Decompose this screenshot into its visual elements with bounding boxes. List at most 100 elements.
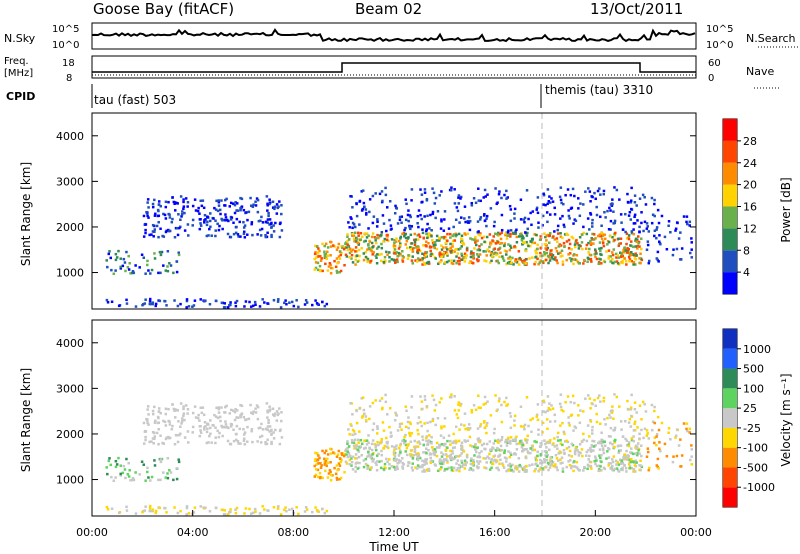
power-cell	[477, 230, 480, 233]
power-cell	[638, 230, 641, 233]
power-cell	[573, 245, 577, 249]
velocity-cell	[115, 463, 119, 466]
power-cell	[202, 206, 206, 210]
power-cell	[640, 237, 643, 240]
power-cell	[500, 231, 503, 235]
power-cell	[172, 271, 175, 275]
velocity-cell	[151, 509, 155, 513]
power-cell	[267, 214, 270, 218]
velocity-cell	[445, 455, 449, 458]
power-cell	[295, 299, 298, 302]
power-cell	[553, 230, 556, 233]
power-cell	[618, 251, 622, 255]
power-cell	[595, 257, 599, 261]
velocity-cell	[422, 443, 426, 447]
velocity-cell	[266, 416, 269, 419]
power-cell	[617, 244, 621, 247]
velocity-cell	[490, 466, 493, 470]
power-cell	[578, 235, 582, 239]
velocity-cell	[480, 450, 483, 453]
power-cell	[406, 257, 410, 260]
power-cell	[344, 241, 348, 244]
power-cell	[659, 242, 662, 246]
velocity-cell	[280, 419, 283, 423]
velocity-cell	[328, 469, 332, 472]
power-cell	[492, 235, 495, 238]
velocity-cell	[586, 424, 590, 427]
freq-trace	[92, 62, 696, 73]
velocity-cell	[383, 462, 387, 466]
velocity-cell	[473, 454, 476, 457]
velocity-cell	[632, 452, 635, 456]
velocity-cell	[458, 469, 461, 473]
power-cell	[353, 225, 357, 229]
velocity-cell	[600, 469, 603, 472]
velocity-cell	[627, 462, 631, 466]
power-cell	[454, 218, 458, 222]
velocity-cell	[125, 509, 129, 512]
power-cell	[280, 229, 284, 232]
power-cell	[250, 221, 254, 224]
power-cell	[341, 246, 344, 250]
velocity-cell	[200, 411, 204, 415]
power-cell	[153, 214, 157, 217]
power-cell	[456, 252, 460, 255]
power-cell	[506, 261, 510, 265]
velocity-cell	[593, 459, 596, 463]
power-cell	[366, 257, 370, 261]
power-cell	[351, 248, 355, 252]
power-cell	[587, 187, 590, 190]
power-cell	[344, 253, 348, 257]
velocity-cell	[209, 419, 212, 422]
velocity-cell	[440, 397, 443, 400]
velocity-cell	[592, 449, 595, 452]
velocity-cell	[432, 398, 436, 402]
power-cell	[408, 214, 412, 217]
velocity-cell	[671, 460, 675, 464]
velocity-cell	[244, 507, 248, 510]
freq-label: Freq.	[4, 56, 29, 67]
velocity-cell	[656, 415, 660, 419]
velocity-cell	[180, 422, 183, 425]
power-cell	[640, 247, 643, 251]
power-cell	[537, 226, 540, 229]
power-cell	[360, 246, 364, 250]
velocity-cell	[266, 509, 269, 512]
power-cell	[143, 302, 147, 305]
power-cell	[630, 186, 633, 190]
velocity-cell	[217, 411, 221, 414]
velocity-cell	[506, 438, 510, 441]
power-cell	[208, 302, 212, 306]
velocity-cell	[122, 464, 126, 468]
velocity-cell	[629, 451, 632, 454]
velocity-cell	[187, 512, 191, 515]
velocity-cell	[521, 467, 524, 470]
velocity-cell	[268, 409, 271, 413]
velocity-cell	[536, 464, 539, 468]
power-cell	[375, 225, 379, 228]
velocity-cell	[539, 442, 542, 445]
power-cell	[362, 240, 366, 243]
velocity-cell	[482, 442, 486, 446]
power-cell	[565, 240, 569, 243]
velocity-cell	[171, 403, 174, 406]
y-tick-label: 4000	[56, 337, 84, 350]
velocity-cell	[374, 448, 378, 452]
power-cell	[179, 218, 182, 222]
power-cell	[482, 214, 486, 217]
power-cell	[527, 244, 530, 248]
power-cell	[146, 214, 149, 218]
velocity-cell	[618, 405, 621, 408]
velocity-cell	[545, 441, 549, 444]
velocity-cell	[142, 442, 146, 445]
velocity-cell	[380, 459, 383, 463]
velocity-cell	[612, 417, 615, 420]
power-cell	[546, 220, 549, 224]
power-cell	[463, 205, 467, 208]
power-cell	[335, 269, 339, 273]
velocity-cell	[613, 467, 617, 471]
power-cell	[449, 189, 453, 192]
velocity-cell	[444, 442, 447, 446]
velocity-cell	[598, 440, 601, 443]
power-cell	[161, 234, 164, 238]
